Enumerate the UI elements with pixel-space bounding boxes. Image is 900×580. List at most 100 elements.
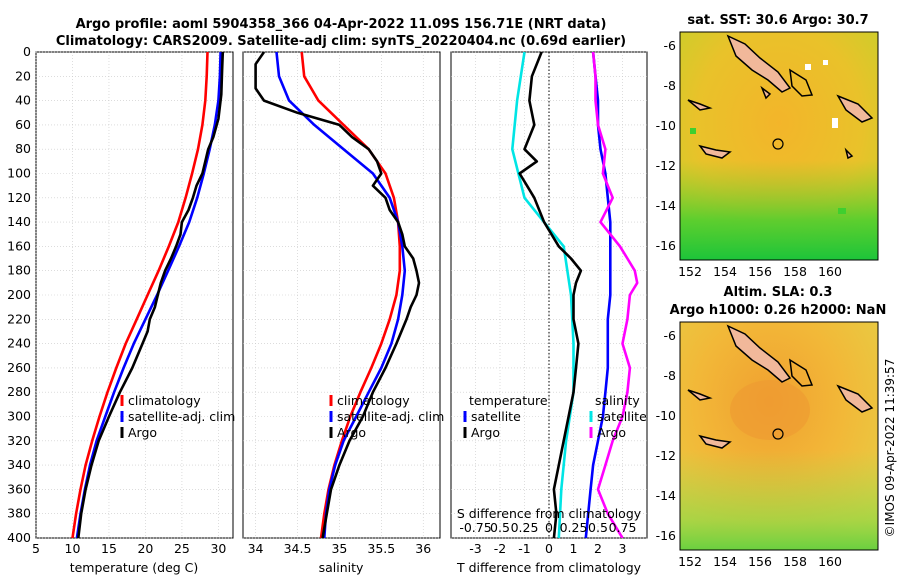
depth-tick-label: 200 <box>7 287 31 302</box>
series-line-satellite-adj-clim <box>275 52 407 538</box>
sla-map-title2: Argo h1000: 0.26 h2000: NaN <box>670 303 887 318</box>
series-line-climatology <box>300 52 402 538</box>
sla-argo-marker <box>772 428 784 440</box>
depth-tick-label: 120 <box>7 190 31 205</box>
s-diff-tick-label: 0.25 <box>511 520 539 535</box>
sla-map-title: Altim. SLA: 0.3 <box>724 285 833 300</box>
lat-tick-label: -14 <box>656 198 676 213</box>
depth-tick-label: 20 <box>15 68 31 83</box>
legend-argo: Argo <box>337 425 366 440</box>
x-tick-label: 1 <box>570 541 578 556</box>
x-tick-label: 34.5 <box>284 541 312 556</box>
x-tick-label: 25 <box>174 541 190 556</box>
depth-tick-label: 80 <box>15 141 31 156</box>
sla-low-band <box>680 450 878 550</box>
sst-cool-band <box>680 160 878 260</box>
series-line-climatology <box>71 52 209 538</box>
s-diff-tick-label: 0.25 <box>560 520 588 535</box>
sst-map-panel: sat. SST: 30.6 Argo: 30.7 152 154 156 158 16… <box>656 13 879 279</box>
lat-tick-label: -16 <box>656 238 676 253</box>
lon-tick-label: 158 <box>783 264 807 279</box>
depth-tick-label: 280 <box>7 384 31 399</box>
t-difference-x-label: T difference from climatology <box>456 560 642 575</box>
depth-tick-label: 180 <box>7 263 31 278</box>
figure-title-line1: Argo profile: aoml 5904358_366 04-Apr-20… <box>76 17 607 32</box>
legend-t-argo: Argo <box>471 425 500 440</box>
lat-tick-label: -10 <box>656 118 676 133</box>
depth-tick-label: 40 <box>15 93 31 108</box>
legend-temperature-title: temperature <box>469 393 548 408</box>
lon-tick-label: 152 <box>678 264 702 279</box>
sst-cloud-pixels <box>690 60 846 214</box>
legend-t-satellite: satellite <box>471 409 521 424</box>
depth-tick-label: 60 <box>15 117 31 132</box>
lat-tick-label: -6 <box>664 38 677 53</box>
x-tick-label: -1 <box>518 541 530 556</box>
temperature-x-label: temperature (deg C) <box>70 560 199 575</box>
figure-title-line2: Climatology: CARS2009. Satellite-adj cli… <box>56 34 626 49</box>
x-tick-label: 10 <box>65 541 81 556</box>
x-tick-label: 35 <box>331 541 347 556</box>
lon-tick-label: 156 <box>748 264 772 279</box>
depth-tick-label: 300 <box>7 409 31 424</box>
s-diff-tick-label: 0.5 <box>588 520 608 535</box>
temperature-legend: climatology satellite-adj. clim Argo <box>120 393 235 440</box>
legend-argo: Argo <box>128 425 157 440</box>
lon-tick-label: 160 <box>818 264 842 279</box>
series-line-t-satellite <box>510 52 575 538</box>
x-tick-label: 5 <box>32 541 40 556</box>
depth-tick-label: 220 <box>7 311 31 326</box>
lat-tick-label: -8 <box>664 78 677 93</box>
x-tick-label: 30 <box>210 541 226 556</box>
x-tick-label: 3 <box>619 541 627 556</box>
x-tick-label: 35.5 <box>367 541 395 556</box>
series-line-s-argo <box>591 52 639 538</box>
x-tick-label: -2 <box>494 541 506 556</box>
sla-map-frame <box>679 321 879 551</box>
lon-tick-label: 154 <box>713 264 737 279</box>
s-diff-tick-label: 0 <box>545 520 553 535</box>
lat-tick-label: -12 <box>656 448 676 463</box>
sst-lat-ticks: -6 -8 -10 -12 -14 -16 <box>656 38 676 253</box>
lat-tick-label: -8 <box>664 368 677 383</box>
difference-legend: temperature satellite Argo salinity sate… <box>463 393 647 440</box>
lon-tick-label: 156 <box>748 554 772 569</box>
s-difference-tick-labels: -0.750.5 0.25 0 0.25 0.5 0.75 <box>459 520 636 535</box>
depth-tick-label: 140 <box>7 214 31 229</box>
x-tick-label: -3 <box>469 541 481 556</box>
depth-tick-label: 0 <box>23 44 31 59</box>
difference-curves <box>510 52 639 538</box>
salinity-legend: climatology satellite-adj. clim Argo <box>329 393 444 440</box>
legend-s-satellite: satellite <box>597 409 647 424</box>
temperature-panel: 0 20 40 60 80 100 120 140 160 180 200 220 240 260 280 3… <box>7 44 235 575</box>
salinity-axes-frame <box>242 51 441 539</box>
series-line-s-satellite <box>584 52 612 538</box>
legend-climatology: climatology <box>128 393 201 408</box>
lat-tick-label: -16 <box>656 528 676 543</box>
x-tick-label: 0 <box>545 541 553 556</box>
depth-tick-labels: 0 20 40 60 80 100 120 140 160 180 200 220 240 260 280 3… <box>7 44 31 545</box>
x-tick-label: 15 <box>101 541 117 556</box>
sst-argo-marker <box>772 138 784 150</box>
depth-tick-label: 240 <box>7 336 31 351</box>
x-tick-label: 20 <box>137 541 153 556</box>
lat-tick-label: -6 <box>664 328 677 343</box>
depth-tick-label: 340 <box>7 457 31 472</box>
depth-tick-label: 100 <box>7 166 31 181</box>
t-difference-tick-labels: -3 -2 -1 0 1 2 3 <box>469 541 626 556</box>
lon-tick-label: 152 <box>678 554 702 569</box>
salinity-grid <box>243 51 440 539</box>
sla-map-panel: Altim. SLA: 0.3 Argo h1000: 0.26 h2000: … <box>656 285 887 569</box>
temperature-grid <box>35 51 233 539</box>
sst-lon-ticks: 152 154 156 158 160 <box>678 264 842 279</box>
imos-watermark: ©IMOS 09-Apr-2022 11:39:57 <box>883 359 897 538</box>
depth-tick-label: 400 <box>7 530 31 545</box>
lat-tick-label: -14 <box>656 488 676 503</box>
legend-climatology: climatology <box>337 393 410 408</box>
salinity-x-label: salinity <box>319 560 364 575</box>
depth-tick-label: 320 <box>7 433 31 448</box>
salinity-curves <box>254 52 421 538</box>
lat-tick-label: -10 <box>656 408 676 423</box>
sst-map-title: sat. SST: 30.6 Argo: 30.7 <box>687 13 868 28</box>
